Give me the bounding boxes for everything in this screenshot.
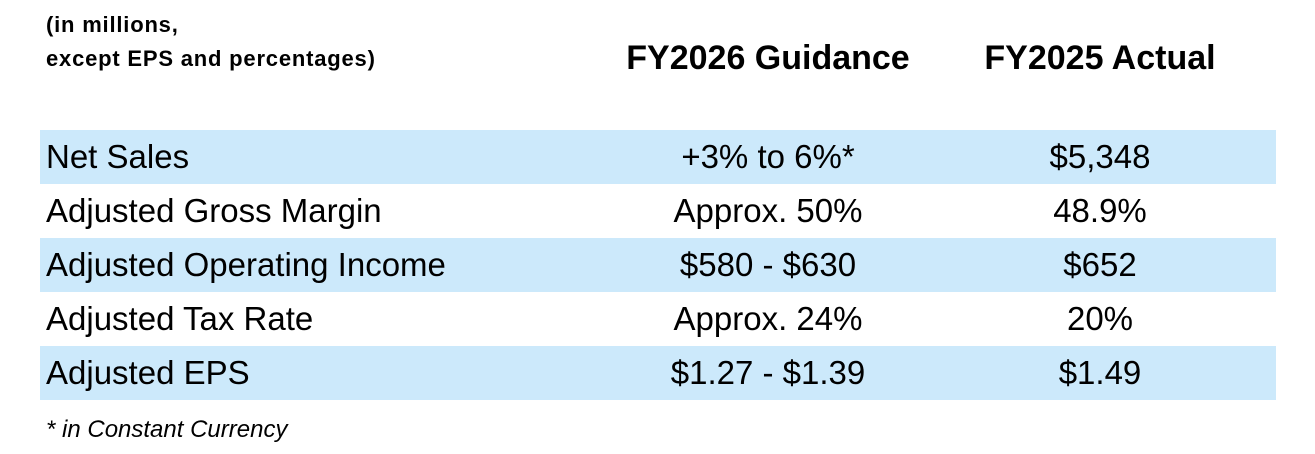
row-actual-value: $5,348	[1049, 138, 1151, 175]
row-actual-value: $652	[1063, 246, 1137, 283]
row-label: Adjusted EPS	[46, 354, 250, 391]
units-note-line-1: (in millions,	[46, 12, 179, 37]
table-row-adjusted-operating-income: Adjusted Operating Income $580 - $630 $6…	[40, 238, 1276, 292]
row-label: Net Sales	[46, 138, 190, 175]
table-row-adjusted-eps: Adjusted EPS $1.27 - $1.39 $1.49	[40, 346, 1276, 400]
table-row-adjusted-gross-margin: Adjusted Gross Margin Approx. 50% 48.9%	[40, 184, 1276, 238]
row-actual-value: 20%	[1066, 300, 1134, 337]
row-guidance-value: $580 - $630	[679, 246, 857, 283]
row-label: Adjusted Tax Rate	[46, 300, 314, 337]
units-note: (in millions, except EPS and percentages…	[46, 8, 376, 76]
row-actual-value: $1.49	[1058, 354, 1142, 391]
column-header-actual: FY2025 Actual	[984, 39, 1216, 77]
footnote: * in Constant Currency	[46, 416, 288, 443]
table-row-net-sales: Net Sales +3% to 6%* $5,348	[40, 130, 1276, 184]
row-guidance-value: Approx. 50%	[673, 192, 863, 229]
table-row-adjusted-tax-rate: Adjusted Tax Rate Approx. 24% 20%	[40, 292, 1276, 346]
units-note-line-2: except EPS and percentages)	[46, 46, 376, 71]
row-guidance-value: $1.27 - $1.39	[670, 354, 866, 391]
guidance-table: Net Sales +3% to 6%* $5,348 Adjusted Gro…	[40, 130, 1276, 400]
column-header-guidance: FY2026 Guidance	[626, 39, 910, 77]
row-label: Adjusted Gross Margin	[46, 192, 382, 229]
row-actual-value: 48.9%	[1053, 192, 1147, 229]
row-guidance-value: Approx. 24%	[673, 300, 863, 337]
row-guidance-value: +3% to 6%*	[681, 138, 855, 175]
row-label: Adjusted Operating Income	[46, 246, 446, 283]
